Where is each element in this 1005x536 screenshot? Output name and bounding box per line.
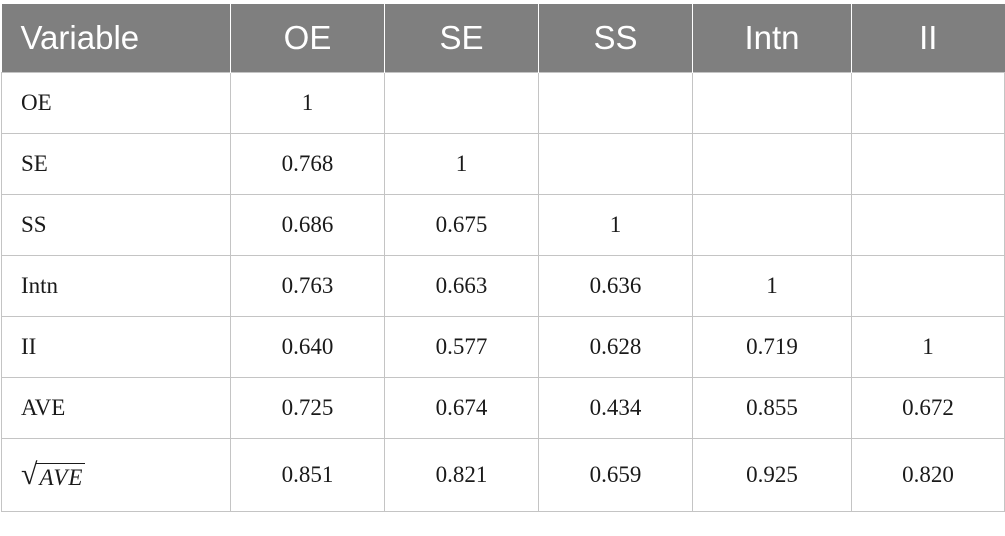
- table-cell: 0.763: [230, 255, 385, 317]
- table-cell: [538, 72, 693, 134]
- table-cell: 0.675: [384, 194, 539, 256]
- table-cell: 0.820: [851, 438, 1005, 512]
- table-cell: 0.719: [692, 316, 852, 378]
- table-cell: 0.821: [384, 438, 539, 512]
- table-cell: 0.434: [538, 377, 693, 439]
- row-label: Intn: [1, 255, 231, 317]
- row-label: OE: [1, 72, 231, 134]
- table-cell: [538, 133, 693, 195]
- table-cell: 1: [384, 133, 539, 195]
- header-cell-variable: Variable: [1, 4, 231, 73]
- table-row: SE 0.768 1: [1, 133, 1005, 195]
- table-cell: 0.855: [692, 377, 852, 439]
- table-cell: [851, 255, 1005, 317]
- row-label: SS: [1, 194, 231, 256]
- table-cell: 0.663: [384, 255, 539, 317]
- header-cell-se: SE: [384, 4, 539, 73]
- table-cell: 0.577: [384, 316, 539, 378]
- table-cell: 1: [230, 72, 385, 134]
- table-cell: 0.659: [538, 438, 693, 512]
- table-row: SS 0.686 0.675 1: [1, 194, 1005, 256]
- table-cell: [692, 133, 852, 195]
- table-cell: 0.674: [384, 377, 539, 439]
- square-root-expression: √ AVE: [21, 458, 86, 491]
- header-cell-oe: OE: [230, 4, 385, 73]
- table-cell: [692, 72, 852, 134]
- table-row: OE 1: [1, 72, 1005, 134]
- row-label: SE: [1, 133, 231, 195]
- header-cell-ii: II: [851, 4, 1005, 73]
- correlation-table: Variable OE SE SS Intn II OE 1 SE 0.768 …: [1, 4, 1005, 512]
- row-label: II: [1, 316, 231, 378]
- table-cell: 0.851: [230, 438, 385, 512]
- table-cell: 0.672: [851, 377, 1005, 439]
- table-cell: 0.925: [692, 438, 852, 512]
- table-cell: [692, 194, 852, 256]
- header-cell-intn: Intn: [692, 4, 852, 73]
- header-row: Variable OE SE SS Intn II: [1, 4, 1005, 73]
- table-cell: [851, 194, 1005, 256]
- row-label: AVE: [1, 377, 231, 439]
- header-cell-ss: SS: [538, 4, 693, 73]
- table-cell: [851, 72, 1005, 134]
- table-row: II 0.640 0.577 0.628 0.719 1: [1, 316, 1005, 378]
- table-cell: 1: [692, 255, 852, 317]
- table-row: AVE 0.725 0.674 0.434 0.855 0.672: [1, 377, 1005, 439]
- table-row: Intn 0.763 0.663 0.636 1: [1, 255, 1005, 317]
- table-cell: 1: [851, 316, 1005, 378]
- table-cell: 0.686: [230, 194, 385, 256]
- table-cell: 0.640: [230, 316, 385, 378]
- table-cell: 0.628: [538, 316, 693, 378]
- row-label-sqrt-ave: √ AVE: [1, 438, 231, 512]
- square-root-radicand: AVE: [36, 462, 86, 490]
- table-cell: 0.768: [230, 133, 385, 195]
- table-cell: [384, 72, 539, 134]
- table-cell: 0.636: [538, 255, 693, 317]
- table-cell: [851, 133, 1005, 195]
- table-cell: 0.725: [230, 377, 385, 439]
- square-root-symbol: √: [21, 458, 38, 491]
- table-row: √ AVE 0.851 0.821 0.659 0.925 0.820: [1, 438, 1005, 512]
- table-cell: 1: [538, 194, 693, 256]
